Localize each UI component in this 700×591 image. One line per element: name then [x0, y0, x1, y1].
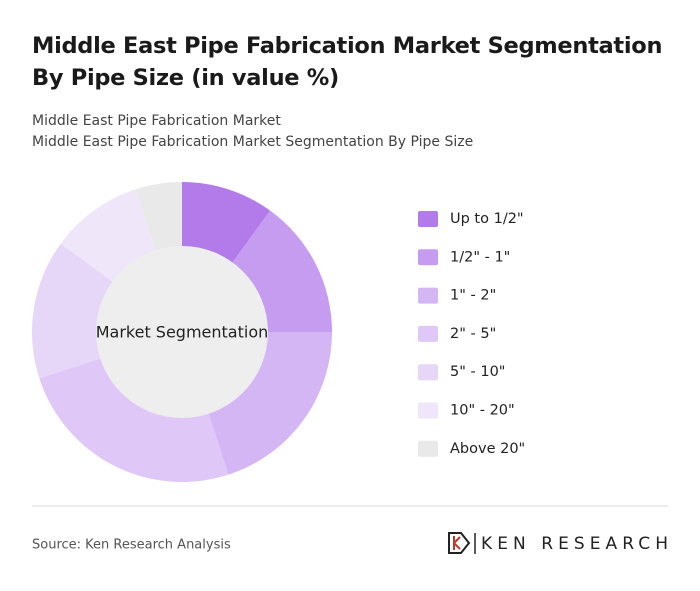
legend-swatch: [418, 364, 438, 381]
chart-title: Middle East Pipe Fabrication Market Segm…: [32, 33, 663, 91]
logo-text: KEN RESEARCH: [481, 534, 668, 554]
legend-label: Above 20": [450, 441, 525, 457]
legend-swatch: [418, 440, 438, 457]
legend-label: 1/2" - 1": [450, 249, 510, 265]
legend-label: 5" - 10": [450, 364, 505, 380]
center-label: Market Segmentation: [96, 323, 269, 342]
logo-icon: [453, 536, 461, 550]
legend-swatch: [418, 402, 438, 419]
legend-swatch: [418, 249, 438, 266]
donut-hole: [96, 246, 268, 418]
legend-swatch: [418, 287, 438, 304]
legend-label: Up to 1/2": [450, 211, 524, 227]
legend-label: 1" - 2": [450, 288, 496, 304]
source: Source: Ken Research Analysis: [32, 538, 231, 553]
subtitle: Middle East Pipe Fabrication Market: [32, 113, 281, 129]
legend-label: 2" - 5": [450, 326, 496, 342]
legend-swatch: [418, 325, 438, 342]
legend-label: 10" - 20": [450, 403, 515, 419]
subtitle: Middle East Pipe Fabrication Market Segm…: [32, 134, 474, 150]
legend-swatch: [418, 211, 438, 227]
logo-icon: [448, 532, 471, 554]
logo: KEN RESEARCH: [448, 532, 668, 554]
